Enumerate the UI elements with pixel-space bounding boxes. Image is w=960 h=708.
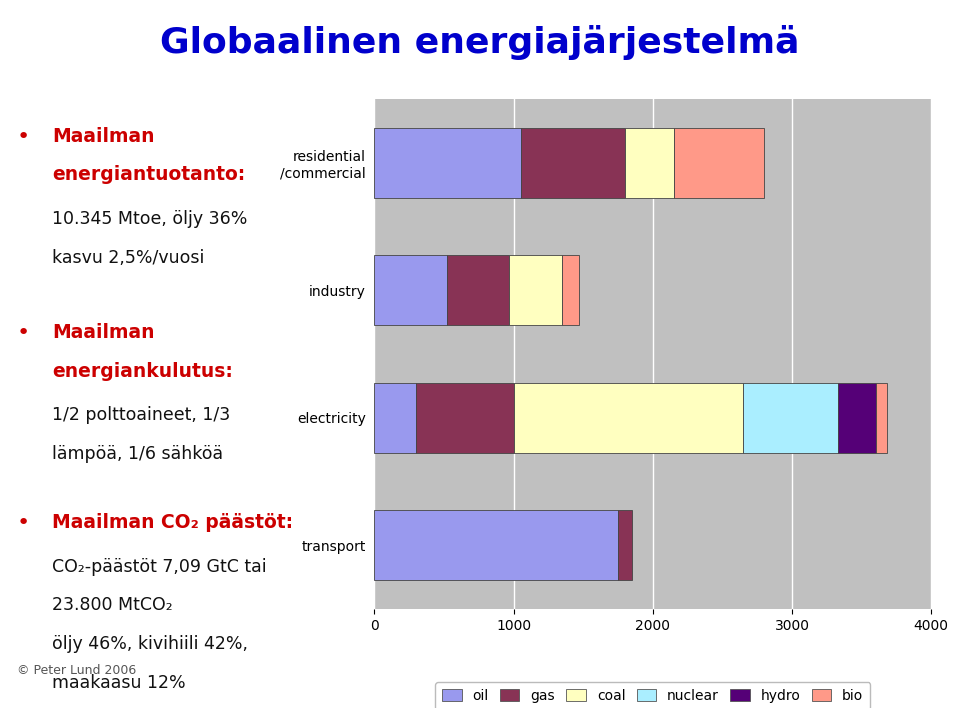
Bar [417,382,514,453]
Bar [876,382,887,453]
Text: energiankulutus:: energiankulutus: [52,362,233,380]
Bar [563,256,579,326]
Text: öljy 46%, kivihiili 42%,: öljy 46%, kivihiili 42%, [52,635,249,653]
Text: 23.800 MtCO₂: 23.800 MtCO₂ [52,596,173,615]
Bar [674,127,764,198]
Text: kasvu 2,5%/vuosi: kasvu 2,5%/vuosi [52,249,204,266]
Bar [514,382,743,453]
Bar [838,382,876,453]
Bar [374,127,520,198]
Bar [743,382,838,453]
Text: Maailman: Maailman [52,323,155,342]
Text: maakaasu 12%: maakaasu 12% [52,674,186,692]
Text: © Peter Lund 2006: © Peter Lund 2006 [16,663,136,677]
Text: •: • [16,323,30,343]
Bar [625,127,674,198]
Bar [374,256,446,326]
Bar [374,510,618,581]
Bar [520,127,625,198]
Text: •: • [16,513,30,533]
Text: CO₂-päästöt 7,09 GtC tai: CO₂-päästöt 7,09 GtC tai [52,558,267,576]
Legend: oil, gas, coal, nuclear, hydro, bio: oil, gas, coal, nuclear, hydro, bio [435,682,871,708]
Bar [510,256,563,326]
Text: 10.345 Mtoe, öljy 36%: 10.345 Mtoe, öljy 36% [52,210,248,228]
Text: Maailman CO₂ päästöt:: Maailman CO₂ päästöt: [52,513,294,532]
Bar [374,382,417,453]
Bar [618,510,632,581]
Text: energiantuotanto:: energiantuotanto: [52,165,246,184]
Text: 1/2 polttoaineet, 1/3: 1/2 polttoaineet, 1/3 [52,406,230,424]
Text: Globaalinen energiajärjestelmä: Globaalinen energiajärjestelmä [160,25,800,59]
Text: lämpöä, 1/6 sähköä: lämpöä, 1/6 sähköä [52,445,224,463]
Bar [446,256,510,326]
Text: •: • [16,127,30,147]
Text: Maailman: Maailman [52,127,155,146]
